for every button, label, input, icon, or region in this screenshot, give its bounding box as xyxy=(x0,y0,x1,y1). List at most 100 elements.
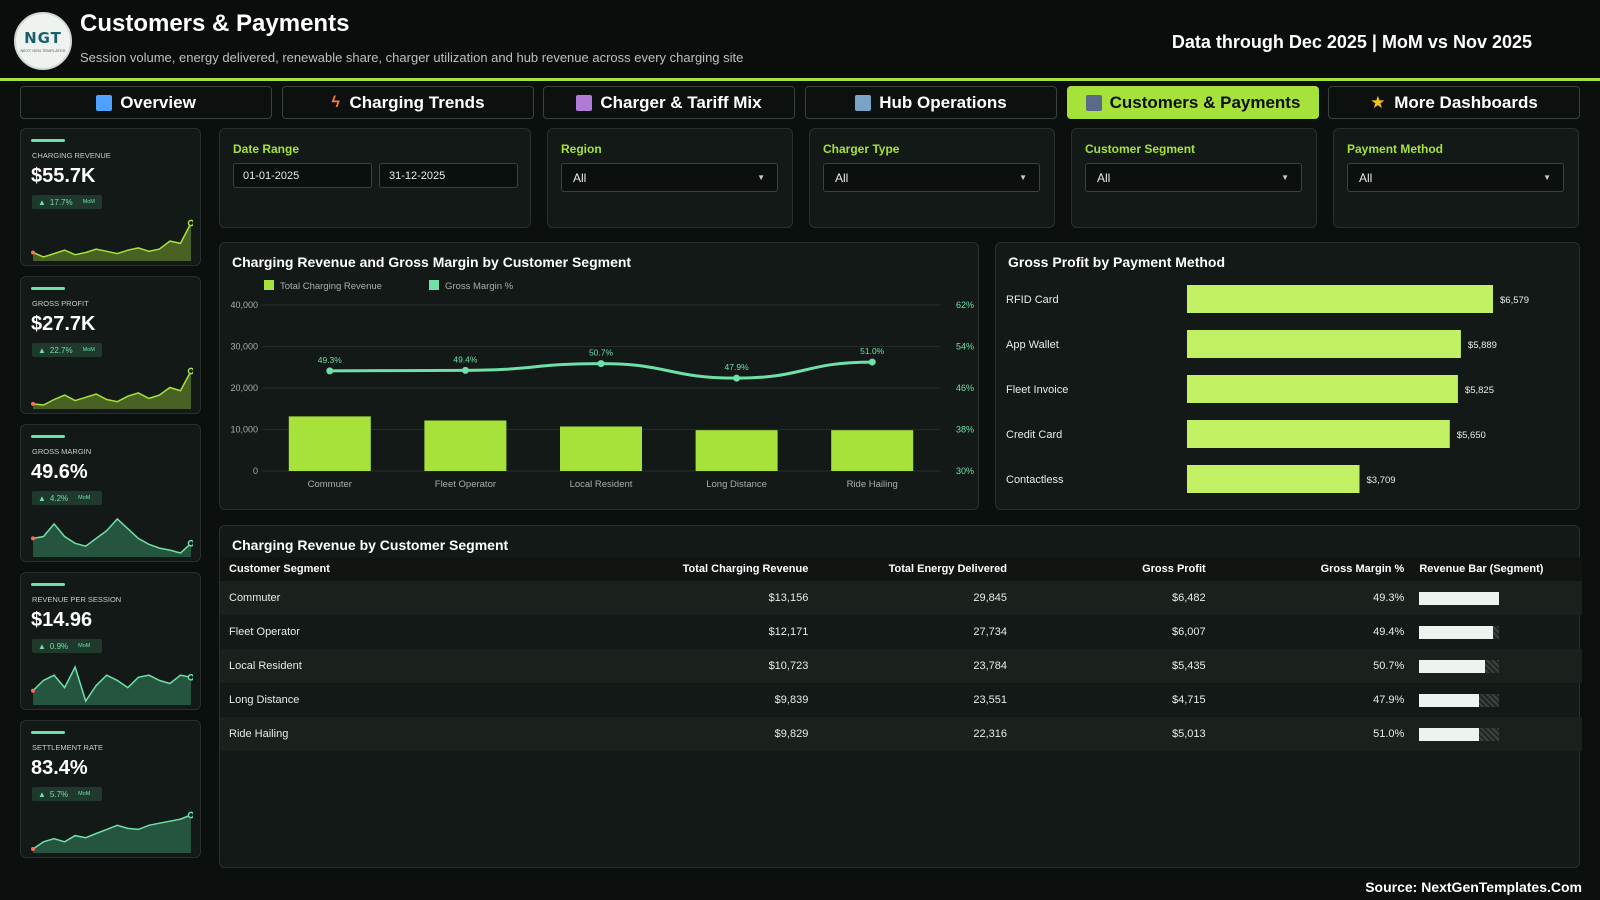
kpi-card-gross-profit[interactable]: GROSS PROFIT $27.7K ▲ 22.7% MoM xyxy=(20,276,201,414)
tab-customers-payments[interactable]: Customers & Payments xyxy=(1067,86,1319,119)
select-value: All xyxy=(573,170,587,185)
margin-point xyxy=(326,367,334,375)
tab-label: Overview xyxy=(120,92,196,112)
filter-date-range: Date Range 01-01-2025 31-12-2025 xyxy=(219,128,531,228)
header-revenue-bar[interactable]: Revenue Bar (Segment) xyxy=(1419,563,1544,575)
y2-tick-label: 54% xyxy=(956,342,974,352)
cell-margin: 49.3% xyxy=(1373,592,1405,604)
cell-revenue: $9,839 xyxy=(774,694,809,706)
legend-swatch-revenue xyxy=(264,280,274,290)
table-row[interactable]: Ride Hailing $9,829 22,316 $5,013 51.0% xyxy=(220,717,1582,751)
chevron-down-icon: ▼ xyxy=(1281,173,1289,182)
sparkline-line xyxy=(32,517,192,554)
bar-revenue-ride-hailing xyxy=(831,430,914,471)
header-customer-segment[interactable]: Customer Segment xyxy=(229,563,330,575)
date-start-input[interactable]: 01-01-2025 xyxy=(233,163,372,188)
kpi-card-settlement-rate[interactable]: SETTLEMENT RATE 83.4% ▲ 5.7% MoM xyxy=(20,720,201,858)
filter-label: Customer Segment xyxy=(1085,142,1196,156)
payment-category-label: RFID Card xyxy=(1006,294,1059,306)
kpi-card-charging-revenue[interactable]: CHARGING REVENUE $55.7K ▲ 17.7% MoM xyxy=(20,128,201,266)
segment-table: Customer Segment Total Charging Revenue … xyxy=(220,557,1582,751)
tab-overview[interactable]: Overview xyxy=(20,86,272,119)
filter-label: Date Range xyxy=(233,142,300,156)
tab-charger-tariff-mix[interactable]: Charger & Tariff Mix xyxy=(543,86,795,119)
cell-profit: $6,007 xyxy=(1172,626,1206,638)
kpi-value: 49.6% xyxy=(31,461,88,483)
bar-revenue-commuter xyxy=(288,416,371,471)
kpi-card-revenue-per-session[interactable]: REVENUE PER SESSION $14.96 ▲ 0.9% MoM xyxy=(20,572,201,710)
x-tick-label: Ride Hailing xyxy=(847,479,898,490)
table-row[interactable]: Local Resident $10,723 23,784 $5,435 50.7% xyxy=(220,649,1582,683)
header-gross-margin[interactable]: Gross Margin % xyxy=(1320,563,1405,575)
sparkline-line xyxy=(32,814,192,850)
margin-data-label: 49.3% xyxy=(318,355,343,365)
header-total-revenue[interactable]: Total Charging Revenue xyxy=(682,563,809,575)
combo-chart-panel: Charging Revenue and Gross Margin by Cus… xyxy=(219,242,979,510)
tab-label: Customers & Payments xyxy=(1109,92,1301,112)
cell-profit: $5,013 xyxy=(1172,728,1206,740)
payment-category-label: App Wallet xyxy=(1006,339,1059,351)
kpi-accent-bar xyxy=(31,731,65,734)
table-row[interactable]: Long Distance $9,839 23,551 $4,715 47.9% xyxy=(220,683,1582,717)
charger-type-select[interactable]: All ▼ xyxy=(823,163,1040,192)
y-tick-label: 20,000 xyxy=(230,383,258,393)
cell-revenue: $13,156 xyxy=(768,592,809,604)
cell-segment: Local Resident xyxy=(229,660,302,672)
kpi-change-badge: ▲ 5.7% MoM xyxy=(32,787,102,801)
kpi-label: GROSS PROFIT xyxy=(32,299,89,308)
kpi-mom-label: MoM xyxy=(78,643,91,649)
kpi-accent-bar xyxy=(31,139,65,142)
margin-data-label: 50.7% xyxy=(589,348,614,358)
filter-label: Region xyxy=(561,142,602,156)
payment-value-label: $5,650 xyxy=(1457,430,1486,441)
data-period-note: Data through Dec 2025 | MoM vs Nov 2025 xyxy=(1171,32,1532,52)
bar-payment-contactless xyxy=(1187,465,1360,493)
date-end-input[interactable]: 31-12-2025 xyxy=(379,163,518,188)
kpi-sparkline xyxy=(31,367,193,409)
cell-energy: 22,316 xyxy=(973,728,1007,740)
cell-revenue-bar xyxy=(1404,591,1582,605)
sparkline-end-point xyxy=(187,539,193,547)
margin-point xyxy=(733,374,741,382)
table-row[interactable]: Commuter $13,156 29,845 $6,482 49.3% xyxy=(220,581,1582,615)
tab-hub-operations[interactable]: Hub Operations xyxy=(805,86,1057,119)
kpi-sparkline xyxy=(31,219,193,261)
revenue-bar-fill xyxy=(1419,591,1500,605)
cell-energy: 27,734 xyxy=(973,626,1007,638)
payment-method-select[interactable]: All ▼ xyxy=(1347,163,1564,192)
select-value: All xyxy=(835,170,849,185)
header-gross-profit[interactable]: Gross Profit xyxy=(1142,563,1206,575)
tab-label: Hub Operations xyxy=(879,92,1007,112)
payment-bar-chart: RFID Card $6,579 App Wallet $5,889 Fleet Inv… xyxy=(1006,285,1529,493)
tab-charging-trends[interactable]: ϟ Charging Trends xyxy=(282,86,534,119)
company-logo[interactable]: NGT NEXT GEN TEMPLATES xyxy=(14,12,72,70)
x-tick-label: Long Distance xyxy=(706,479,767,490)
revenue-bar-track xyxy=(1419,625,1500,639)
header-total-energy[interactable]: Total Energy Delivered xyxy=(888,563,1007,575)
sparkline-line xyxy=(32,370,192,406)
bar-payment-app-wallet xyxy=(1187,330,1461,358)
kpi-value: 83.4% xyxy=(31,757,88,779)
payment-value-label: $5,825 xyxy=(1465,385,1494,396)
cell-segment: Commuter xyxy=(229,592,281,604)
kpi-card-gross-margin[interactable]: GROSS MARGIN 49.6% ▲ 4.2% MoM xyxy=(20,424,201,562)
kpi-accent-bar xyxy=(31,435,65,438)
tab-label: Charging Trends xyxy=(349,92,485,112)
revenue-bar-fill xyxy=(1419,625,1494,639)
legend-swatch-margin xyxy=(429,280,439,290)
cell-margin: 51.0% xyxy=(1373,728,1405,740)
filter-label: Payment Method xyxy=(1347,142,1444,156)
kpi-mom-label: MoM xyxy=(78,495,91,501)
margin-data-label: 51.0% xyxy=(860,346,885,356)
region-select[interactable]: All ▼ xyxy=(561,163,778,192)
tab-more-dashboards[interactable]: ★ More Dashboards xyxy=(1328,86,1580,119)
sparkline-area xyxy=(33,519,191,557)
cell-revenue: $10,723 xyxy=(768,660,809,672)
customer-segment-select[interactable]: All ▼ xyxy=(1085,163,1302,192)
filter-label: Charger Type xyxy=(823,142,900,156)
table-row[interactable]: Fleet Operator $12,171 27,734 $6,007 49.4% xyxy=(220,615,1582,649)
table-header-row: Customer Segment Total Charging Revenue … xyxy=(220,557,1582,581)
logo-text: NGT xyxy=(24,29,62,47)
revenue-bar-track xyxy=(1419,693,1500,707)
y-tick-label: 10,000 xyxy=(230,425,258,435)
